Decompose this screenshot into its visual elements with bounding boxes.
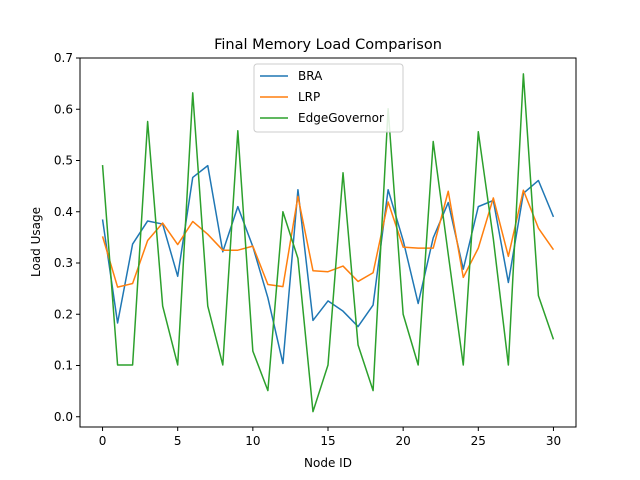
x-tick-label: 15 (320, 434, 335, 448)
y-tick-label: 0.5 (54, 154, 73, 168)
x-tick-label: 25 (471, 434, 486, 448)
x-tick-label: 20 (396, 434, 411, 448)
x-tick-label: 30 (546, 434, 561, 448)
y-tick-label: 0.6 (54, 102, 73, 116)
x-tick-label: 5 (174, 434, 182, 448)
y-tick-label: 0.2 (54, 307, 73, 321)
series-line-lrp (101, 189, 555, 288)
legend: BRA LRP EdgeGovernor (253, 63, 404, 133)
x-tick-label: 10 (245, 434, 260, 448)
legend-label-bra: BRA (298, 69, 323, 83)
legend-box (253, 63, 404, 133)
y-tick-label: 0.0 (54, 410, 73, 424)
x-axis: 0 5 10 15 20 25 30 (99, 427, 561, 448)
series-line-edgegovernor (101, 73, 555, 413)
y-tick-label: 0.7 (54, 51, 73, 65)
legend-label-lrp: LRP (298, 90, 320, 104)
legend-label-edgegovernor: EdgeGovernor (298, 111, 384, 125)
y-tick-label: 0.3 (54, 256, 73, 270)
y-tick-label: 0.1 (54, 359, 73, 373)
y-tick-label: 0.4 (54, 205, 73, 219)
x-tick-label: 0 (99, 434, 107, 448)
chart-title: Final Memory Load Comparison (214, 37, 442, 53)
x-axis-label: Node ID (304, 456, 352, 470)
plot-lines (101, 73, 555, 413)
series-line-bra (101, 164, 555, 365)
y-axis-label: Load Usage (29, 207, 43, 277)
y-axis: 0.0 0.1 0.2 0.3 0.4 0.5 0.6 0.7 (54, 51, 80, 424)
